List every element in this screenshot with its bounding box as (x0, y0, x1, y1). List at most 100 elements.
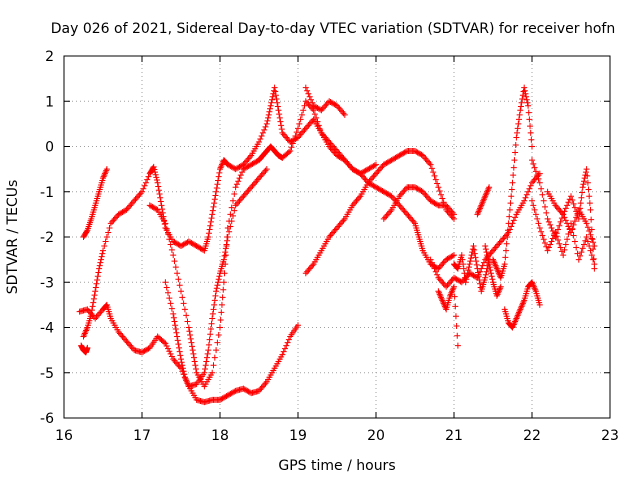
data-point (566, 196, 573, 203)
data-point (587, 231, 594, 238)
data-point (544, 215, 551, 222)
data-point (214, 282, 221, 289)
data-point (505, 220, 512, 227)
data-point (224, 234, 231, 240)
data-point (575, 215, 582, 222)
data-point (590, 246, 597, 253)
data-point (479, 262, 486, 269)
data-point (579, 184, 586, 191)
data-point (96, 262, 103, 269)
data-point (504, 227, 511, 234)
data-point (278, 122, 285, 129)
data-point (285, 336, 292, 343)
data-point (552, 229, 559, 236)
data-point (565, 230, 572, 237)
data-point (168, 246, 175, 253)
data-point (571, 238, 578, 245)
data-point (524, 99, 531, 106)
data-point (545, 244, 552, 251)
data-point (509, 179, 516, 186)
data-point (430, 262, 437, 269)
data-point (231, 207, 238, 214)
data-point (215, 332, 222, 339)
data-point (521, 197, 528, 204)
data-point (373, 161, 379, 168)
data-point (519, 95, 526, 102)
data-point (371, 162, 378, 169)
data-point (477, 280, 483, 287)
data-point (590, 239, 597, 246)
data-point (145, 173, 152, 180)
data-point (162, 340, 169, 347)
series-arc-6 (162, 166, 270, 390)
data-point (163, 342, 170, 349)
data-point (465, 267, 472, 274)
series-arc-13 (490, 84, 535, 281)
data-point (439, 195, 446, 202)
data-point (175, 341, 182, 348)
data-point (226, 228, 233, 235)
data-point (562, 217, 569, 224)
data-point (191, 354, 197, 361)
data-point (91, 292, 98, 299)
data-point (568, 193, 574, 200)
data-point (216, 273, 223, 280)
data-point (452, 313, 459, 320)
data-point (277, 118, 284, 125)
data-point (427, 256, 434, 263)
data-point (517, 107, 524, 114)
data-point (179, 362, 186, 369)
data-point (434, 271, 441, 278)
data-point (188, 339, 195, 346)
data-point (584, 224, 591, 231)
data-point (217, 324, 223, 331)
series-arc-7 (302, 148, 457, 277)
data-point (105, 229, 112, 236)
data-point (276, 114, 283, 121)
y-tick-label: -1 (40, 185, 54, 201)
data-point (153, 206, 160, 213)
data-point (453, 322, 460, 329)
data-point (176, 282, 183, 289)
data-point (532, 211, 539, 218)
data-point (529, 157, 535, 164)
data-point (102, 238, 109, 245)
data-point (204, 354, 210, 361)
data-point (539, 191, 546, 198)
data-point (542, 203, 548, 210)
data-point (489, 276, 496, 283)
data-point (573, 244, 580, 251)
data-point (189, 347, 196, 354)
data-point (582, 169, 589, 176)
data-point (471, 250, 478, 257)
data-point (272, 88, 279, 95)
data-point (141, 182, 148, 189)
data-point (267, 102, 274, 109)
data-point (267, 105, 274, 112)
series-arc-4 (78, 342, 91, 356)
data-point (568, 220, 574, 227)
data-point (264, 117, 271, 124)
data-point (189, 343, 196, 350)
data-point (256, 138, 262, 145)
x-tick-label: 17 (133, 428, 151, 444)
data-point (213, 184, 220, 191)
data-point (488, 273, 495, 280)
data-point (165, 345, 171, 352)
data-point (156, 191, 163, 198)
data-point (205, 347, 212, 354)
data-point (544, 247, 551, 254)
data-point (579, 189, 586, 196)
data-point (239, 169, 246, 176)
data-point (180, 300, 187, 307)
data-point (529, 143, 535, 150)
data-point (512, 149, 519, 156)
data-point (588, 235, 595, 242)
data-point (140, 185, 147, 192)
data-point (317, 126, 324, 133)
data-point (233, 181, 240, 188)
data-point (220, 286, 227, 293)
data-point (549, 235, 556, 242)
data-point (171, 258, 178, 265)
data-point (209, 369, 216, 376)
